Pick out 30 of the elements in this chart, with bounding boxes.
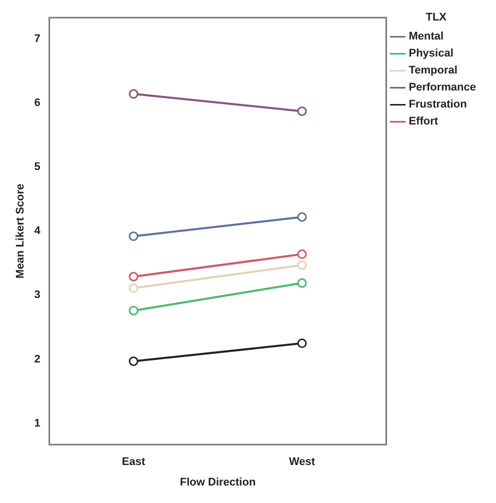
legend-label: Effort	[408, 116, 438, 128]
legend-title: TLX	[426, 12, 448, 24]
legend-label: Physical	[408, 48, 454, 60]
x-tick-label: East	[122, 456, 146, 468]
legend-label: Frustration	[408, 98, 468, 111]
y-tick-label: 2	[34, 353, 40, 366]
y-tick-label: 4	[34, 225, 42, 238]
y-axis-title: Mean Likert Score	[14, 184, 27, 278]
y-tick-label: 5	[34, 161, 40, 174]
y-tick-label: 1	[34, 417, 40, 430]
point	[128, 231, 138, 241]
x-tick-label: West	[288, 456, 316, 468]
point	[128, 306, 138, 316]
point	[128, 356, 138, 366]
y-tick-label: 7	[34, 32, 40, 45]
point	[297, 278, 307, 288]
point	[128, 283, 138, 293]
point	[297, 260, 307, 270]
point	[297, 338, 307, 348]
y-tick-label: 6	[34, 96, 40, 109]
point	[297, 249, 307, 259]
point	[297, 106, 307, 116]
legend-label: Mental	[408, 30, 444, 43]
legend-label: Performance	[408, 82, 476, 94]
x-axis-title: Flow Direction	[180, 476, 256, 488]
point	[128, 272, 138, 282]
legend-label: Temporal	[408, 64, 458, 77]
point	[128, 89, 138, 99]
y-tick-label: 3	[34, 289, 40, 302]
point	[297, 212, 307, 222]
